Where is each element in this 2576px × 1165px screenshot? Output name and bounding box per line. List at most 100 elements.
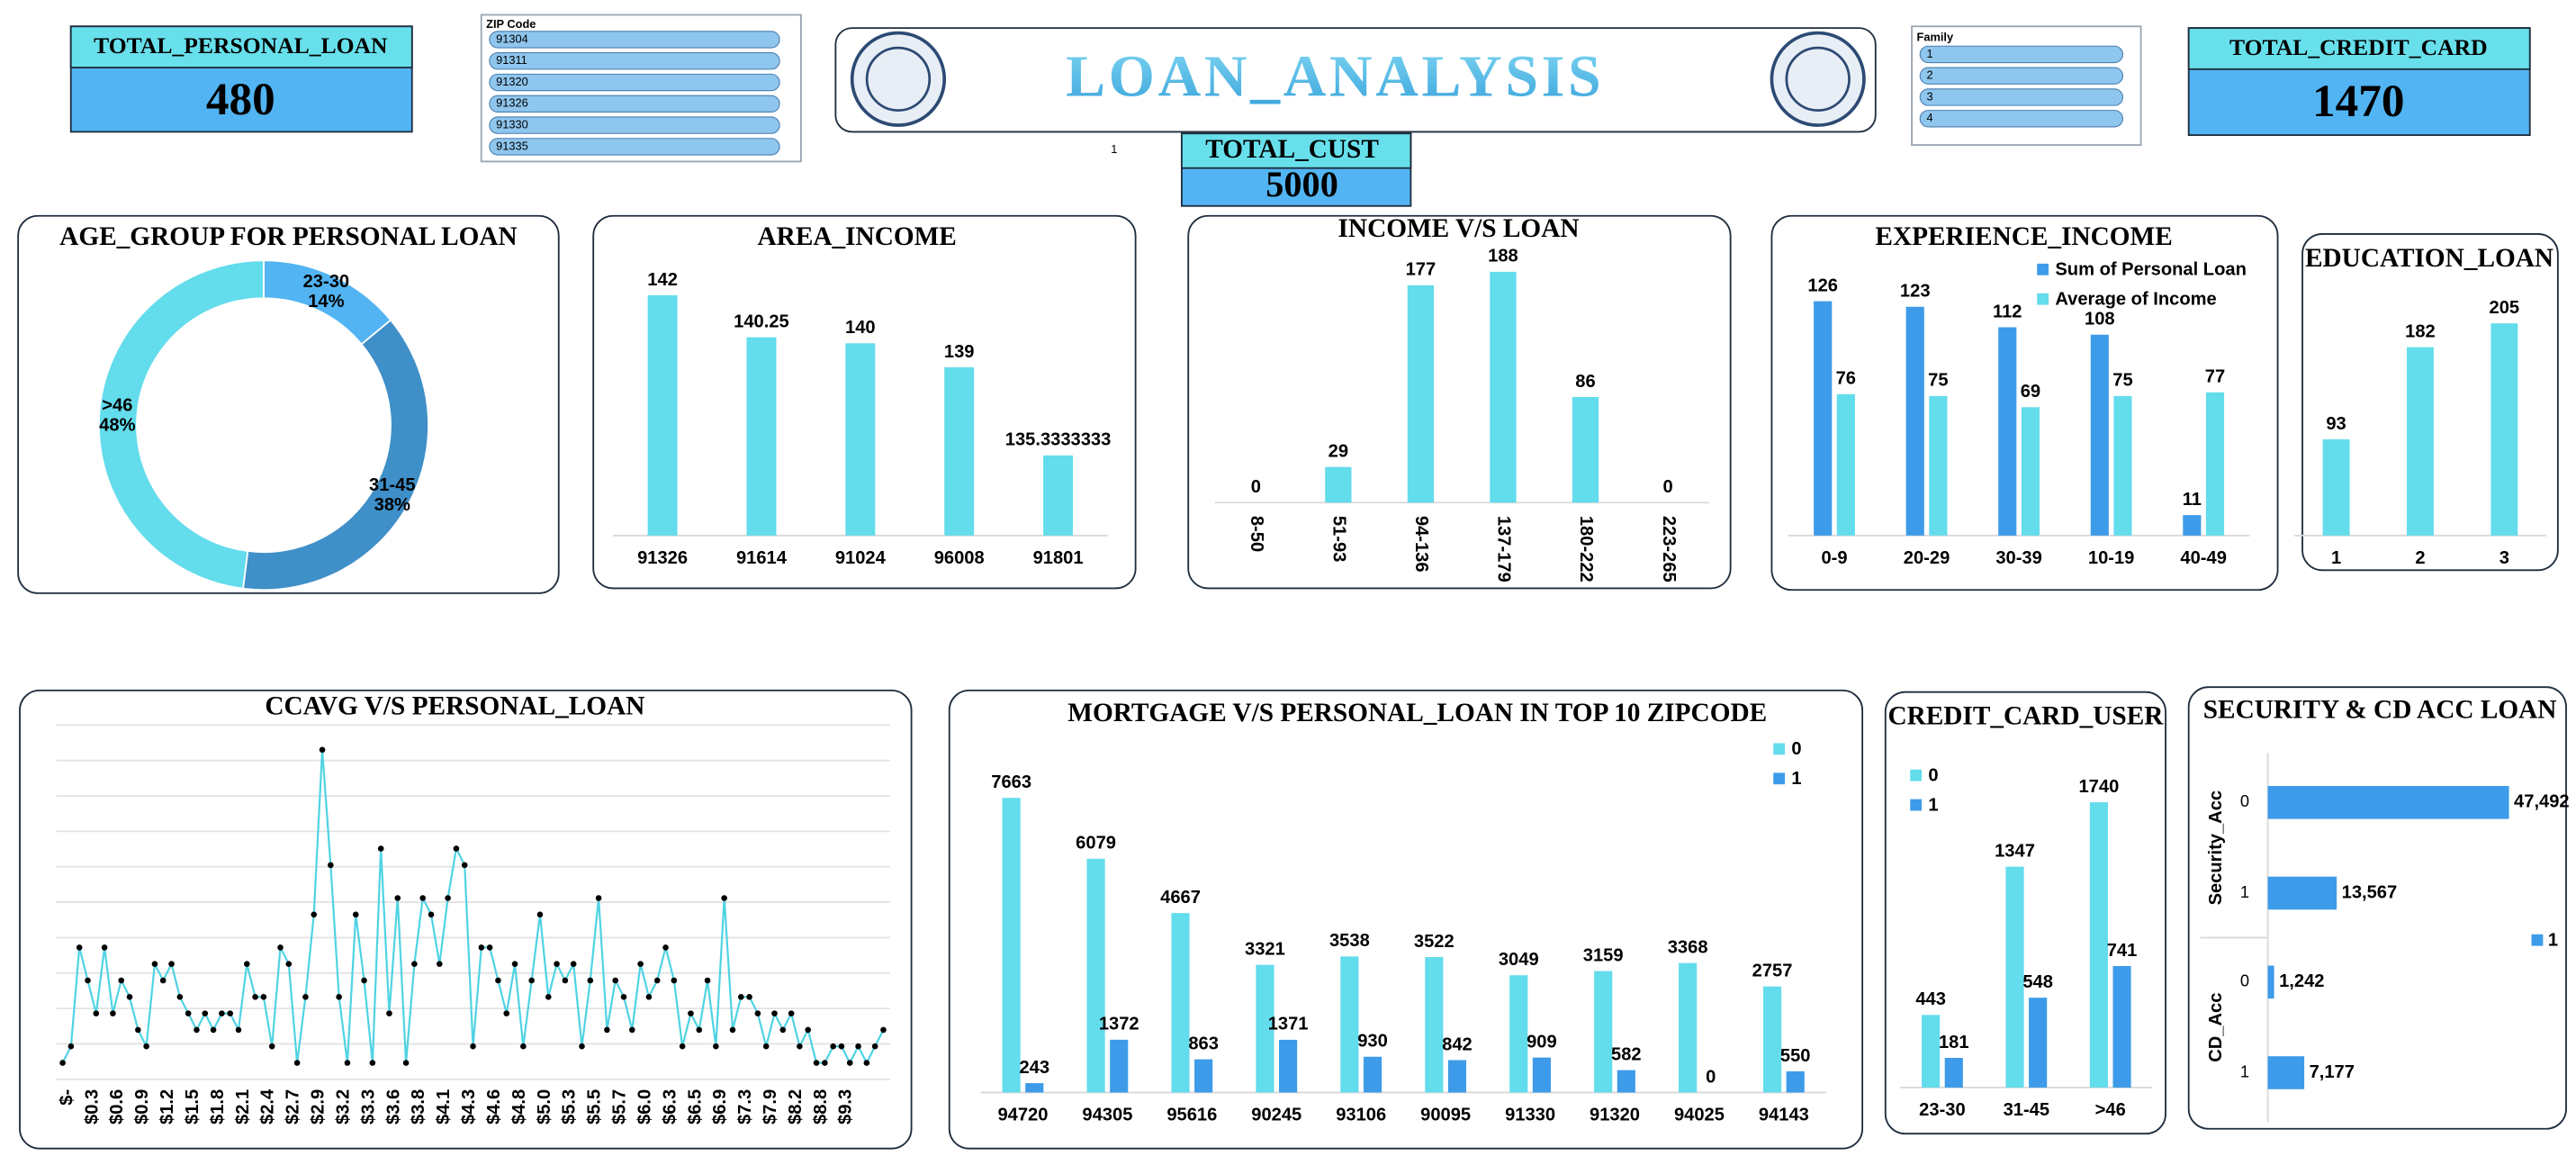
legend-label: 1 xyxy=(1791,769,1801,789)
marker xyxy=(118,977,125,984)
value-label: 93 xyxy=(2326,414,2346,434)
slicer-item[interactable] xyxy=(1919,110,2123,128)
x-tick-label: 91330 xyxy=(1505,1105,1555,1124)
value-label: 1371 xyxy=(1268,1015,1309,1034)
bar xyxy=(1194,1059,1213,1093)
x-tick-label: $4.3 xyxy=(459,1089,479,1124)
marker xyxy=(754,1010,761,1016)
bar xyxy=(1594,971,1613,1093)
x-tick-label: $0.3 xyxy=(82,1089,102,1124)
slicer-title: Family xyxy=(1917,30,1954,43)
marker xyxy=(159,977,167,984)
bar xyxy=(1905,306,1924,536)
chart-title: CCAVG V/S PERSONAL_LOAN xyxy=(265,692,644,721)
slicer-item[interactable] xyxy=(1919,88,2123,106)
slicer-item[interactable] xyxy=(489,52,780,70)
marker xyxy=(336,994,342,1000)
value-label: 930 xyxy=(1357,1032,1388,1052)
marker xyxy=(554,961,560,968)
x-tick-label: 1 xyxy=(2331,548,2341,568)
bar xyxy=(1447,1060,1467,1093)
chart-title: MORTGAGE V/S PERSONAL_LOAN IN TOP 10 ZIP… xyxy=(1067,699,1767,727)
marker xyxy=(528,977,535,984)
slicer-item[interactable] xyxy=(489,138,780,156)
marker xyxy=(762,1043,770,1050)
marker xyxy=(328,862,334,869)
x-tick-label: 91024 xyxy=(835,548,887,568)
slicer-item[interactable] xyxy=(489,73,780,92)
bar xyxy=(1836,393,1855,536)
marker xyxy=(729,1026,736,1034)
marker xyxy=(143,1043,149,1050)
marker xyxy=(536,911,544,918)
marker xyxy=(344,1060,351,1066)
value-label: 741 xyxy=(2107,941,2138,961)
marker xyxy=(604,1026,610,1034)
value-label: 13,567 xyxy=(2342,882,2398,902)
bar xyxy=(1786,1070,1805,1093)
legend-label: 0 xyxy=(1928,765,1938,785)
marker xyxy=(737,994,744,1000)
marker xyxy=(293,1060,301,1066)
value-label: 582 xyxy=(1611,1044,1642,1064)
marker xyxy=(846,1060,853,1066)
slice-label: 31-45 xyxy=(369,475,415,495)
marker xyxy=(85,977,91,984)
marker xyxy=(587,977,594,984)
value-label: 3522 xyxy=(1414,932,1455,952)
legend-swatch xyxy=(1773,772,1786,785)
chart-title: EDUCATION_LOAN xyxy=(2305,244,2553,273)
bar xyxy=(2021,407,2040,536)
x-tick-label: $7.3 xyxy=(735,1089,755,1124)
marker xyxy=(838,1043,845,1050)
value-label: 1372 xyxy=(1099,1015,1139,1034)
slicer-item[interactable] xyxy=(489,95,780,113)
chart-title: EXPERIENCE_INCOME xyxy=(1875,222,2172,251)
value-label: 108 xyxy=(2085,310,2115,330)
marker xyxy=(202,1010,209,1016)
slice-value: 14% xyxy=(308,292,344,312)
marker xyxy=(696,1026,703,1034)
slicer-title: ZIP Code xyxy=(486,17,536,31)
legend-swatch xyxy=(2037,263,2049,275)
x-tick-label: $- xyxy=(57,1089,77,1106)
x-tick-label: $6.0 xyxy=(635,1089,654,1124)
slicer-item-label: 91320 xyxy=(496,75,528,88)
x-tick-label: $4.1 xyxy=(434,1089,454,1124)
bar xyxy=(1572,396,1599,503)
marker xyxy=(620,994,627,1000)
marker xyxy=(662,944,669,951)
slicer-item[interactable] xyxy=(1919,67,2123,85)
value-label: 0 xyxy=(1251,477,1261,497)
legend-label: 0 xyxy=(1791,739,1801,759)
x-tick-label: 8-50 xyxy=(1247,516,1266,552)
bar xyxy=(2112,966,2131,1088)
marker xyxy=(478,944,485,951)
x-tick-label: $6.5 xyxy=(685,1089,705,1124)
bar xyxy=(944,366,975,536)
x-tick-label: 90095 xyxy=(1420,1105,1471,1124)
slice-value: 48% xyxy=(99,415,135,435)
x-tick-label: 93106 xyxy=(1336,1105,1386,1124)
slicer-item[interactable] xyxy=(489,31,780,49)
slicer-item-label: 91326 xyxy=(496,96,528,110)
bar xyxy=(1256,964,1274,1093)
slicer-item[interactable] xyxy=(489,116,780,134)
x-tick-label: $5.3 xyxy=(560,1089,580,1124)
chart-title: AGE_GROUP FOR PERSONAL LOAN xyxy=(59,222,518,251)
value-label: 112 xyxy=(1993,302,2022,321)
bar xyxy=(2205,392,2225,536)
marker xyxy=(252,994,258,1000)
marker xyxy=(470,1043,476,1050)
slicer-item[interactable] xyxy=(1919,45,2123,64)
bar xyxy=(2322,438,2350,536)
marker xyxy=(671,977,678,984)
marker xyxy=(779,1026,787,1034)
kpi-card: TOTAL_PERSONAL_LOAN 480 xyxy=(69,25,413,133)
x-tick-label: 90245 xyxy=(1251,1105,1302,1124)
value-label: 177 xyxy=(1406,260,1437,280)
x-tick-label: 94-136 xyxy=(1411,516,1431,573)
bar xyxy=(2113,395,2132,536)
marker xyxy=(595,895,602,901)
bar xyxy=(1929,395,1948,536)
